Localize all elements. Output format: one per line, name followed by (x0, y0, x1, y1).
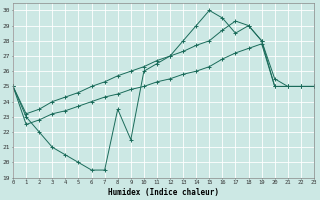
X-axis label: Humidex (Indice chaleur): Humidex (Indice chaleur) (108, 188, 219, 197)
